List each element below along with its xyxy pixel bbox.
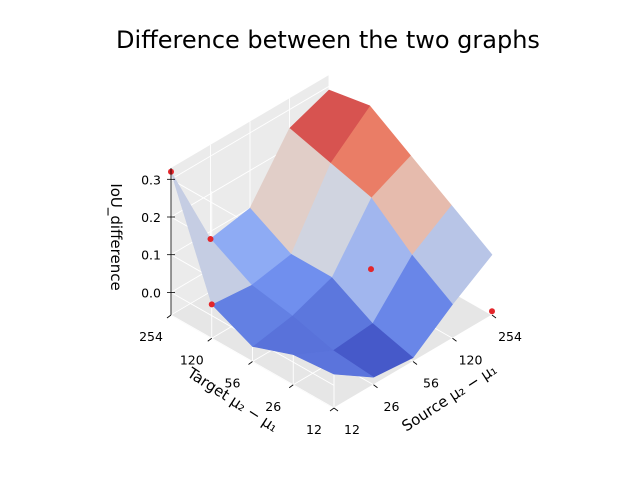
x-tick <box>412 361 418 365</box>
z-tick-label: 0.2 <box>141 210 161 225</box>
z-tick-label: 0.0 <box>141 285 161 300</box>
x-tick-label: 254 <box>498 329 522 344</box>
surface-mesh <box>170 89 493 378</box>
y-tick-label: 26 <box>265 399 281 414</box>
data-point <box>208 301 215 308</box>
data-point <box>368 266 374 273</box>
z-axis-label: IoU_difference <box>106 183 125 290</box>
y-tick-label: 120 <box>180 352 204 367</box>
data-point <box>489 308 495 315</box>
x-tick <box>491 314 497 319</box>
y-tick-label: 12 <box>306 422 322 437</box>
y-tick-label: 254 <box>139 329 163 344</box>
x-tick-label: 120 <box>459 352 483 367</box>
axis-ticks: 12 26 56 120 254 12 26 56 120 254 0.0 0.1 0.2 0.3 <box>139 168 522 437</box>
x-tick <box>452 337 457 342</box>
data-point <box>207 235 214 242</box>
y-tick <box>289 384 294 389</box>
z-tick-label: 0.3 <box>141 172 161 187</box>
y-tick <box>329 407 335 412</box>
y-tick-label: 56 <box>225 376 241 391</box>
x-tick <box>373 384 378 389</box>
y-tick <box>248 361 253 365</box>
y-tick <box>166 314 172 319</box>
x-tick <box>333 407 339 412</box>
chart-title: Difference between the two graphs <box>116 26 540 54</box>
x-tick-label: 26 <box>384 399 400 414</box>
x-axis-label: Source μ₂ − μ₁ <box>398 360 500 435</box>
x-tick-label: 12 <box>344 422 360 437</box>
x-tick-label: 56 <box>423 376 439 391</box>
y-tick <box>207 337 212 342</box>
z-tick-label: 0.1 <box>141 248 161 263</box>
